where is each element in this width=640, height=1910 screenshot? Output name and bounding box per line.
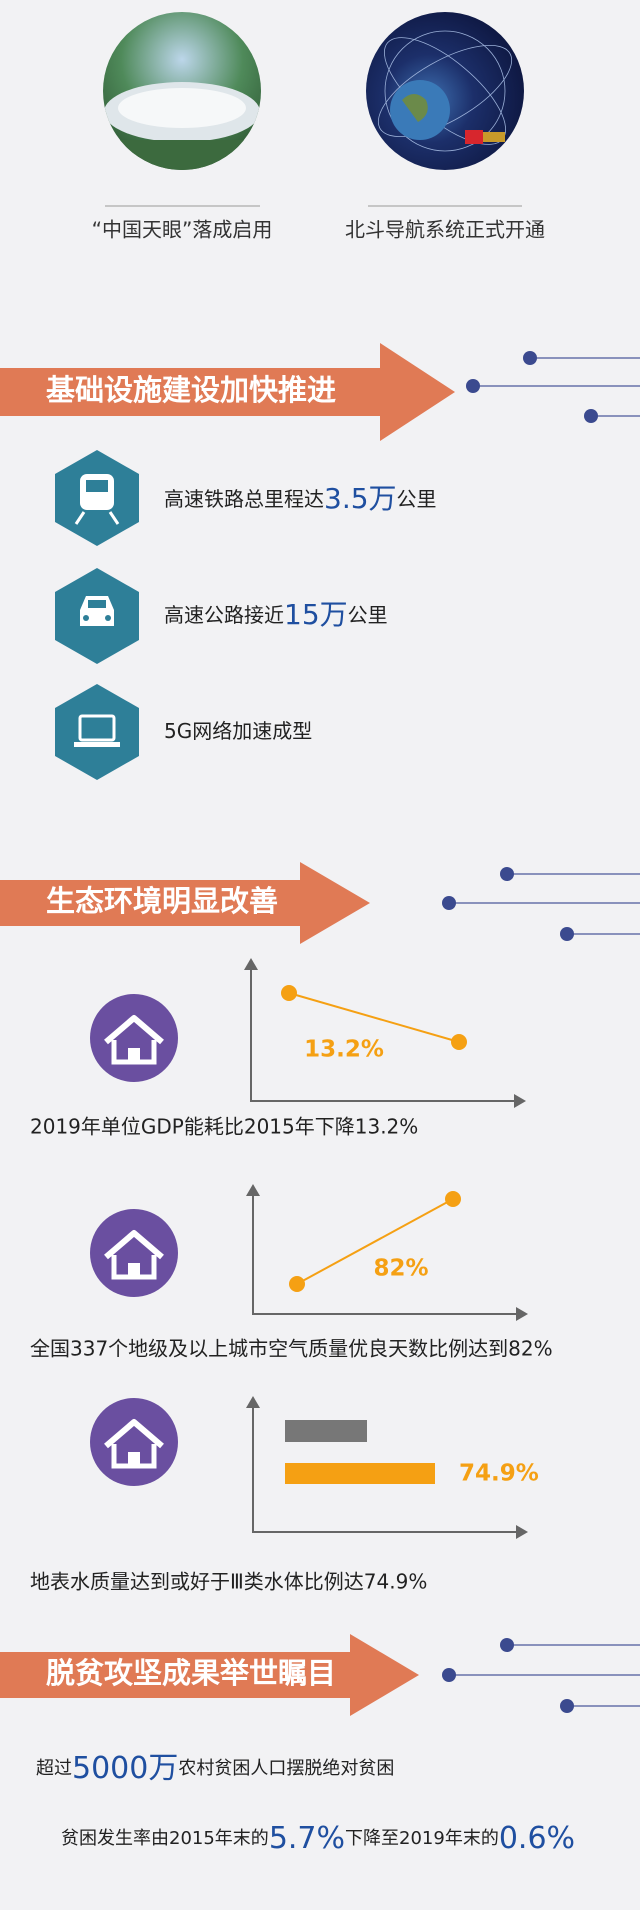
text: 公里 (397, 487, 437, 511)
laptop-icon (55, 684, 139, 780)
highlight: 0.6% (499, 1821, 575, 1856)
decoration (442, 867, 640, 941)
section-title: 脱贫攻坚成果举世瞩目 (46, 1656, 336, 1690)
section-banner (0, 343, 455, 441)
beidou-photo (366, 12, 524, 170)
text: 贫困发生率由2015年末的 (61, 1828, 269, 1849)
chart-illustration (244, 958, 526, 1108)
decoration (466, 351, 640, 423)
caption: “中国天眼”落成启用 (92, 218, 273, 242)
text: 公里 (348, 603, 388, 627)
fast-photo (103, 12, 261, 170)
stat-text: 高速公路接近15万公里 (164, 598, 388, 631)
text: 高速铁路总里程达 (164, 487, 324, 511)
stat-text: 5G网络加速成型 (164, 719, 312, 743)
train-icon (55, 450, 139, 546)
section-banner (0, 1634, 419, 1716)
stat-text: 高速铁路总里程达3.5万公里 (164, 482, 437, 515)
value-label: 74.9% (459, 1461, 539, 1487)
chart-illustration (246, 1396, 528, 1539)
caption: 2019年单位GDP能耗比2015年下降13.2% (30, 1115, 418, 1139)
highlight: 5.7% (269, 1821, 345, 1856)
caption: 全国337个地级及以上城市空气质量优良天数比例达到82% (30, 1337, 553, 1361)
text: 超过 (36, 1758, 72, 1779)
stat-text: 超过5000万农村贫困人口摆脱绝对贫困 (36, 1751, 394, 1786)
text: 5G网络加速成型 (164, 719, 312, 743)
text: 下降至2019年末的 (345, 1828, 499, 1849)
highlight: 3.5万 (324, 482, 397, 515)
house-icon (90, 994, 178, 1082)
text: 农村贫困人口摆脱绝对贫困 (178, 1758, 394, 1779)
value-label: 13.2% (304, 1037, 384, 1063)
section-title: 生态环境明显改善 (46, 884, 278, 918)
car-icon (55, 568, 139, 664)
caption: 地表水质量达到或好于Ⅲ类水体比例达74.9% (30, 1570, 427, 1594)
highlight: 5000万 (72, 1751, 178, 1786)
stat-text: 贫困发生率由2015年末的5.7%下降至2019年末的0.6% (61, 1821, 575, 1856)
decoration (442, 1638, 640, 1713)
text: 高速公路接近 (164, 603, 284, 627)
house-icon (90, 1398, 178, 1486)
value-label: 82% (373, 1256, 428, 1282)
section-title: 基础设施建设加快推进 (46, 373, 336, 407)
section-banner (0, 862, 370, 944)
caption: 北斗导航系统正式开通 (345, 218, 545, 242)
house-icon (90, 1209, 178, 1297)
highlight: 15万 (284, 598, 348, 631)
chart-illustration (246, 1184, 528, 1321)
